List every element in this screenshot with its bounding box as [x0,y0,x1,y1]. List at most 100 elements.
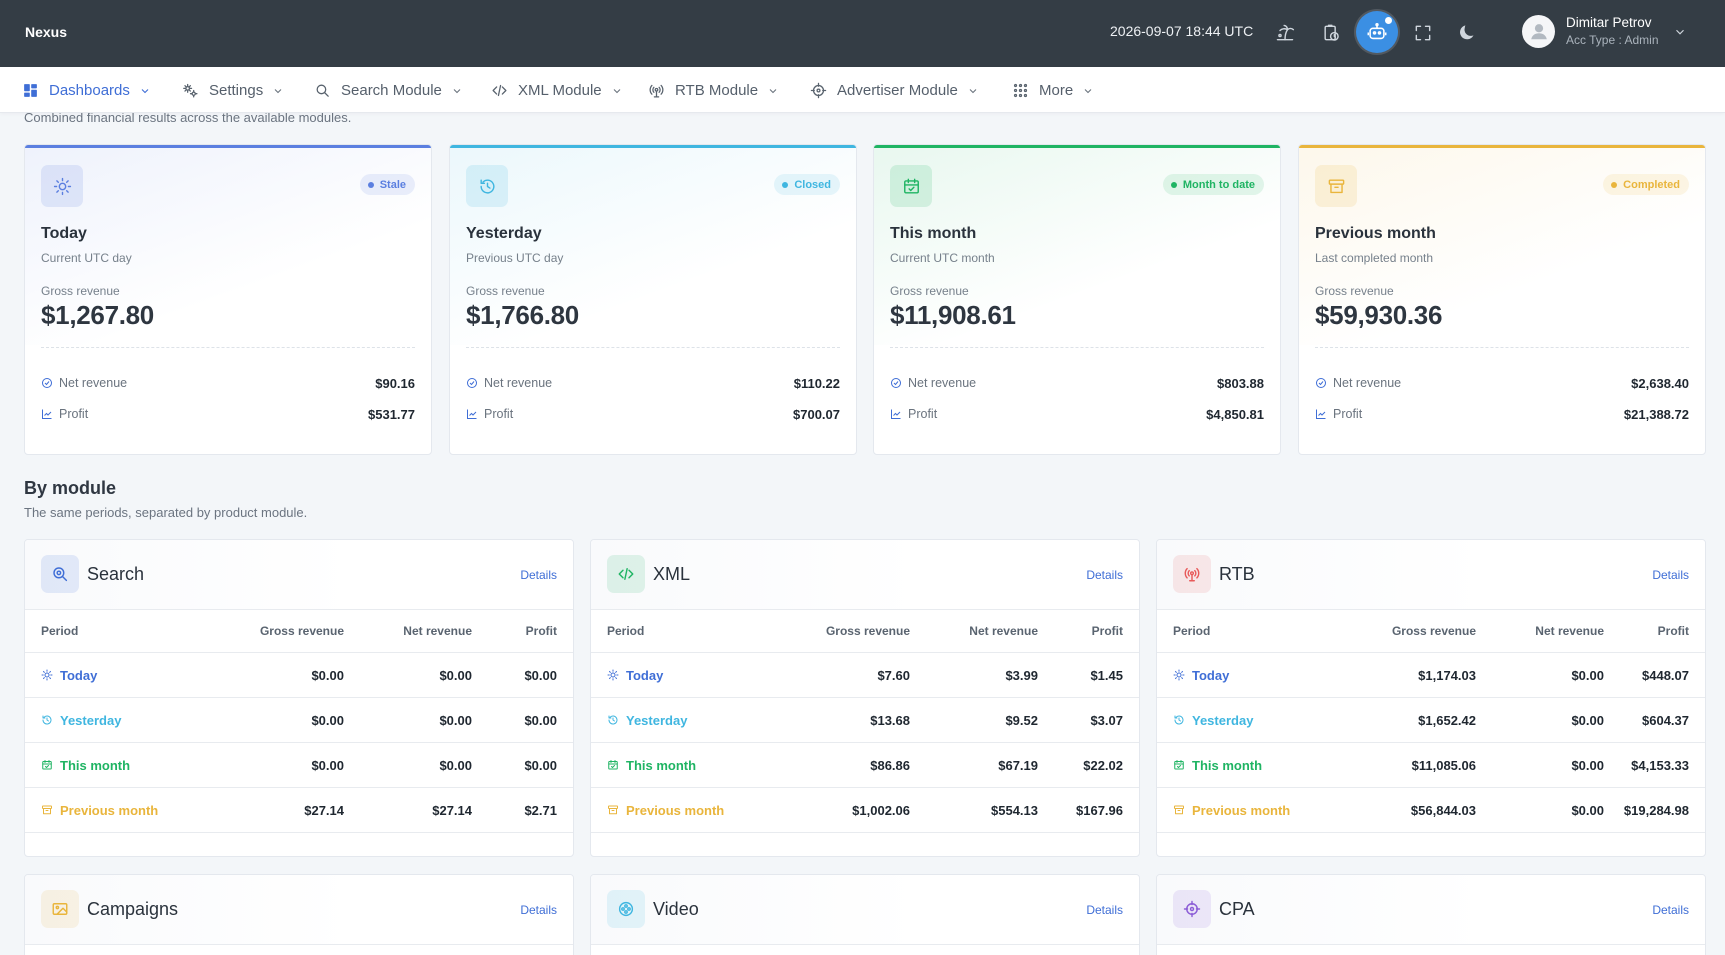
gross-cell: $56,844.03 [1410,802,1476,818]
table-row[interactable]: Previous month $27.14 $27.14 $2.71 [25,788,573,833]
details-link[interactable]: Details [520,568,557,582]
period-label: Yesterday [626,712,688,728]
period-subtitle: Current UTC month [890,251,995,265]
profit-cell: $167.96 [1076,802,1123,818]
net-cell: $67.19 [998,757,1038,773]
beach-icon[interactable] [1270,18,1300,48]
module-title: XML [653,564,691,584]
table-row[interactable]: Previous month $56,844.03 $0.00 $19,284.… [1157,788,1705,833]
nav-more[interactable]: More [1012,67,1094,113]
chevron-down-icon [272,84,284,96]
history-icon [607,714,626,726]
profit-cell: $19,284.98 [1623,802,1689,818]
profit-value: $531.77 [368,406,415,422]
period-title: Previous month [1315,225,1436,242]
period-label: Previous month [1192,802,1291,818]
chevron-down-icon[interactable] [1673,25,1687,39]
details-link[interactable]: Details [520,903,557,917]
calendar-check-icon [41,759,60,771]
divider [41,347,415,348]
details-link[interactable]: Details [1086,568,1123,582]
broadcast-icon [1173,555,1211,593]
nav-search-module[interactable]: Search Module [314,67,463,113]
net-cell: $0.00 [439,667,472,683]
module-title: RTB [1219,564,1255,584]
module-header: RTB Details [1157,540,1705,610]
page-subtitle: Combined financial results across the av… [24,110,352,125]
period-label: Previous month [626,802,725,818]
chevron-down-icon [611,84,623,96]
module-card-search: Search Details Period Gross revenue Net … [24,539,574,857]
calendar-check-icon [607,759,626,771]
user-menu[interactable]: Dimitar Petrov Acc Type : Admin [1522,14,1659,48]
nav-label: XML Module [518,81,602,99]
profit-value: $21,388.72 [1623,406,1689,422]
sun-icon [1173,669,1192,681]
profit-cell: $448.07 [1642,667,1689,683]
archive-icon [607,804,626,816]
table-header: Period Gross revenue Net revenue Profit [591,610,1139,653]
module-table: Period Gross revenue Net revenue Profit … [25,610,573,833]
details-link[interactable]: Details [1652,568,1689,582]
status-badge: Closed [774,174,840,195]
gross-cell: $13.68 [870,712,910,728]
gross-revenue-value: $1,267.80 [41,300,154,330]
status-badge: Completed [1603,174,1689,195]
net-revenue-value: $90.16 [375,375,415,391]
code-icon [607,555,645,593]
check-circle-icon [890,377,908,389]
period-subtitle: Current UTC day [41,251,132,265]
gross-cell: $1,002.06 [852,802,910,818]
search-zoom-icon [41,555,79,593]
details-link[interactable]: Details [1652,903,1689,917]
profit-row: Profit $700.07 [466,405,840,423]
history-icon [41,714,60,726]
fullscreen-icon[interactable] [1408,18,1438,48]
module-card-campaigns: Campaigns Details [24,874,574,955]
gears-icon [182,82,199,99]
table-row[interactable]: Yesterday $13.68 $9.52 $3.07 [591,698,1139,743]
profit-value: $700.07 [793,406,840,422]
utc-clock: 2026-09-07 18:44 UTC [1110,23,1254,39]
nav-dashboards[interactable]: Dashboards [22,67,151,113]
image-ad-icon [41,890,79,928]
table-row[interactable]: Today $1,174.03 $0.00 $448.07 [1157,653,1705,698]
calendar-check-icon [890,165,932,207]
module-card-video: Video Details [590,874,1140,955]
nav-xml-module[interactable]: XML Module [491,67,623,113]
net-cell: $554.13 [991,802,1038,818]
table-row[interactable]: Today $0.00 $0.00 $0.00 [25,653,573,698]
clipboard-clock-icon[interactable] [1316,18,1346,48]
module-card-cpa: CPA Details [1156,874,1706,955]
period-label: This month [626,757,697,773]
nav-advertiser-module[interactable]: Advertiser Module [810,67,979,113]
nav-rtb-module[interactable]: RTB Module [648,67,779,113]
robot-icon [1367,22,1387,40]
dark-mode-moon-icon[interactable] [1451,18,1481,48]
profit-row: Profit $4,850.81 [890,405,1264,423]
gross-cell: $1,652.42 [1418,712,1476,728]
nav-label: Settings [209,81,264,99]
module-header: CPA Details [1157,875,1705,945]
crosshair-icon [810,82,827,99]
assistant-bot-button[interactable] [1356,11,1398,53]
table-row[interactable]: Previous month $1,002.06 $554.13 $167.96 [591,788,1139,833]
net-cell: $3.99 [1005,667,1038,683]
table-row[interactable]: This month $0.00 $0.00 $0.00 [25,743,573,788]
search-icon [314,82,331,99]
trend-chart-icon [466,408,484,420]
details-link[interactable]: Details [1086,903,1123,917]
check-circle-icon [466,377,484,389]
table-row[interactable]: This month $11,085.06 $0.00 $4,153.33 [1157,743,1705,788]
period-label: This month [1192,757,1263,773]
notification-dot [1385,17,1392,24]
table-row[interactable]: This month $86.86 $67.19 $22.02 [591,743,1139,788]
period-title: Today [41,225,87,242]
table-row[interactable]: Today $7.60 $3.99 $1.45 [591,653,1139,698]
nav-settings[interactable]: Settings [182,67,284,113]
table-row[interactable]: Yesterday $1,652.42 $0.00 $604.37 [1157,698,1705,743]
brand-logo[interactable]: Nexus [25,24,68,40]
gross-cell: $0.00 [311,757,344,773]
table-row[interactable]: Yesterday $0.00 $0.00 $0.00 [25,698,573,743]
net-cell: $0.00 [1571,667,1604,683]
